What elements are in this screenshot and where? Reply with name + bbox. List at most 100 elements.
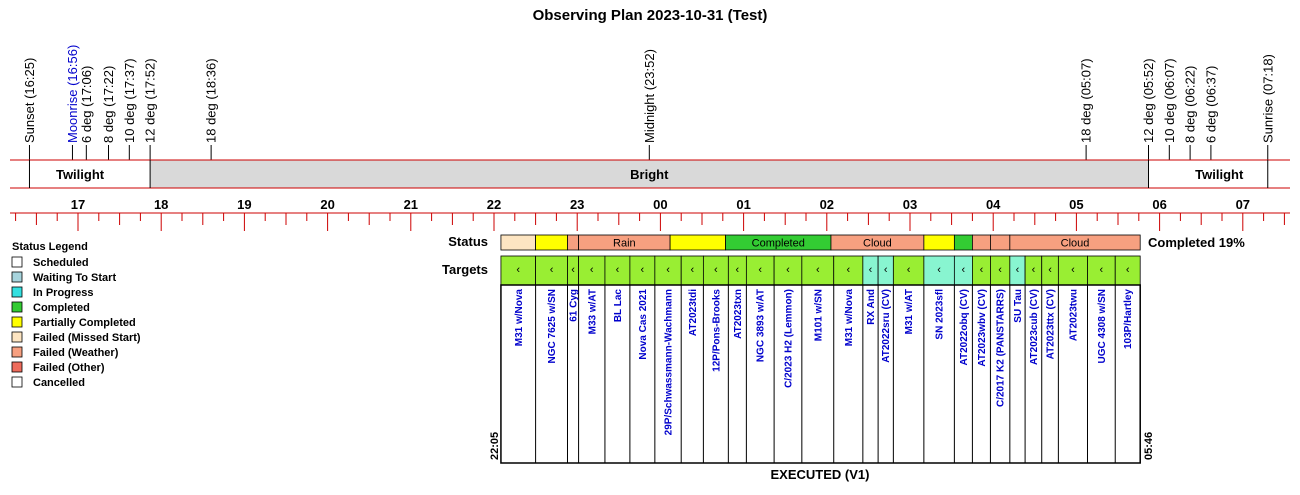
event-label-6: 18 deg (18:36)	[204, 58, 219, 143]
target-marker-21: ‹	[1016, 264, 1020, 276]
legend-label-7: Failed (Other)	[33, 362, 105, 374]
legend-swatch-5	[11, 331, 23, 343]
target-block-1	[535, 255, 568, 286]
target-name-19: AT2023wbv (CV)	[977, 289, 988, 367]
targets-row: ‹ M31 w/Nova ‹ NGC 7625 w/SN ‹ 61 Cyg ‹ M33 w/A…	[489, 255, 1155, 464]
target-marker-17: ‹	[937, 264, 941, 276]
target-name-6: 29P/Schwassmann-Wachmann	[664, 289, 675, 435]
target-name-5: Nova Cas 2021	[638, 289, 649, 360]
legend-label-6: Failed (Weather)	[33, 347, 119, 359]
status-segment-2	[567, 234, 579, 251]
hour-label-07: 07	[1236, 197, 1250, 212]
target-name-25: UGC 4308 w/SN	[1097, 289, 1108, 363]
status-segment-label-11: Cloud	[1061, 238, 1090, 250]
hour-label-17: 17	[71, 197, 85, 212]
target-name-12: M101 w/SN	[813, 289, 824, 341]
target-block-13	[833, 255, 864, 286]
event-label-12: 6 deg (06:37)	[1203, 66, 1218, 143]
target-name-23: AT2023ttx (CV)	[1046, 289, 1057, 359]
executed-frame	[500, 284, 1141, 464]
status-segment-4	[669, 234, 726, 251]
target-marker-2: ‹	[571, 264, 575, 276]
target-marker-16: ‹	[907, 264, 911, 276]
legend-label-8: Cancelled	[33, 377, 85, 389]
target-name-9: AT2023txn	[733, 289, 744, 339]
hour-label-21: 21	[404, 197, 418, 212]
legend-label-5: Failed (Missed Start)	[33, 332, 141, 344]
legend-title: Status Legend	[12, 241, 88, 253]
target-block-12	[801, 255, 835, 286]
target-marker-26: ‹	[1126, 264, 1130, 276]
band-0	[10, 160, 151, 188]
legend-swatch-2	[11, 286, 23, 298]
target-marker-20: ‹	[998, 264, 1002, 276]
hour-label-19: 19	[237, 197, 251, 212]
legend-swatch-0	[11, 256, 23, 268]
target-block-25	[1087, 255, 1116, 286]
target-marker-15: ‹	[884, 264, 888, 276]
target-marker-25: ‹	[1100, 264, 1104, 276]
status-segment-9	[972, 234, 991, 251]
target-name-3: M33 w/AT	[587, 289, 598, 334]
event-label-4: 10 deg (17:37)	[122, 58, 137, 143]
target-name-8: 12P/Pons-Brooks	[711, 289, 722, 372]
legend-label-4: Partially Completed	[33, 317, 136, 329]
target-marker-19: ‹	[980, 264, 984, 276]
target-name-0: M31 w/Nova	[514, 289, 525, 347]
target-name-22: AT2023cub (CV)	[1029, 289, 1040, 365]
status-segment-10	[990, 234, 1011, 251]
target-marker-18: ‹	[962, 264, 966, 276]
status-segment-8	[953, 234, 973, 251]
hour-label-05: 05	[1069, 197, 1083, 212]
target-name-11: C/2023 H2 (Lemmon)	[783, 289, 794, 388]
event-label-5: 12 deg (17:52)	[143, 58, 158, 143]
hour-label-02: 02	[820, 197, 834, 212]
target-name-7: AT2023tdi	[688, 289, 699, 336]
event-label-7: Midnight (23:52)	[642, 49, 657, 143]
target-marker-10: ‹	[758, 264, 762, 276]
status-segment-label-3: Rain	[613, 238, 636, 250]
target-marker-13: ‹	[846, 264, 850, 276]
status-row-label: Status	[448, 234, 488, 249]
target-marker-4: ‹	[616, 264, 620, 276]
legend-label-0: Scheduled	[33, 257, 89, 269]
status-segment-1	[535, 234, 568, 251]
hour-label-03: 03	[903, 197, 917, 212]
legend-swatch-6	[11, 346, 23, 358]
target-block-10	[745, 255, 775, 286]
target-marker-0: ‹	[516, 264, 520, 276]
target-marker-3: ‹	[590, 264, 594, 276]
legend-label-1: Waiting To Start	[33, 272, 116, 284]
status-segment-0	[500, 234, 536, 251]
hour-label-01: 01	[736, 197, 750, 212]
legend-swatch-8	[11, 376, 23, 388]
status-segment-label-6: Cloud	[863, 238, 892, 250]
target-name-15: AT2022sru (CV)	[881, 289, 892, 363]
target-block-24	[1057, 255, 1088, 286]
target-name-20: C/2017 K2 (PANSTARRS)	[996, 289, 1007, 407]
event-label-0: Sunset (16:25)	[22, 58, 37, 143]
target-marker-9: ‹	[736, 264, 740, 276]
event-label-8: 18 deg (05:07)	[1079, 58, 1094, 143]
target-name-2: 61 Cyg	[569, 289, 580, 322]
target-marker-8: ‹	[714, 264, 718, 276]
target-marker-11: ‹	[786, 264, 790, 276]
target-name-16: M31 w/AT	[904, 289, 915, 334]
band-1	[150, 160, 1149, 188]
chart-title: Observing Plan 2023-10-31 (Test)	[533, 7, 768, 24]
target-name-21: SU Tau	[1013, 289, 1024, 323]
target-name-1: NGC 7625 w/SN	[547, 289, 558, 363]
events-layer: Sunset (16:25) Moonrise (16:56)6 deg (17:…	[22, 45, 1275, 160]
hour-label-18: 18	[154, 197, 168, 212]
event-label-9: 12 deg (05:52)	[1141, 58, 1156, 143]
event-label-11: 8 deg (06:22)	[1183, 66, 1198, 143]
hour-label-00: 00	[653, 197, 667, 212]
target-name-4: BL Lac	[613, 289, 624, 323]
event-label-2: 6 deg (17:06)	[79, 66, 94, 143]
target-marker-14: ‹	[869, 264, 873, 276]
targets-row-label: Targets	[442, 262, 488, 277]
band-label-1: Bright	[630, 167, 669, 182]
target-block-3	[578, 255, 606, 286]
target-name-18: AT2022obq (CV)	[959, 289, 970, 366]
target-marker-22: ‹	[1032, 264, 1036, 276]
